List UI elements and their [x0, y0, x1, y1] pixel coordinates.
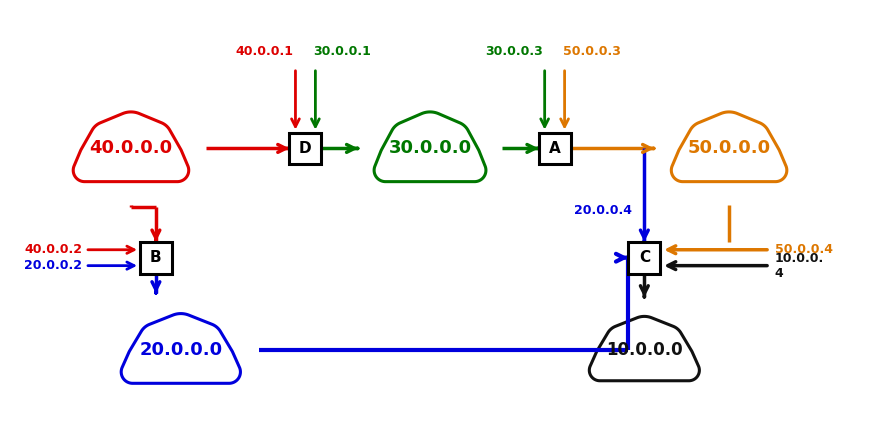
Text: 40.0.0.0: 40.0.0.0	[89, 140, 172, 157]
Text: 20.0.0.4: 20.0.0.4	[574, 204, 633, 217]
Text: 10.0.0.0: 10.0.0.0	[606, 341, 683, 359]
Text: 10.0.0.
4: 10.0.0. 4	[775, 252, 824, 280]
Text: 30.0.0.0: 30.0.0.0	[388, 140, 472, 157]
Text: 30.0.0.1: 30.0.0.1	[314, 45, 371, 58]
Polygon shape	[73, 112, 189, 181]
Text: 20.0.0.0: 20.0.0.0	[139, 341, 222, 359]
Text: 20.0.0.2: 20.0.0.2	[24, 259, 82, 272]
FancyBboxPatch shape	[628, 242, 660, 274]
Text: B: B	[150, 250, 162, 265]
Text: C: C	[639, 250, 650, 265]
Text: 40.0.0.1: 40.0.0.1	[235, 45, 294, 58]
Text: 50.0.0.4: 50.0.0.4	[775, 243, 833, 256]
Polygon shape	[374, 112, 486, 181]
Polygon shape	[121, 313, 240, 383]
FancyBboxPatch shape	[140, 242, 172, 274]
Text: 30.0.0.3: 30.0.0.3	[485, 45, 543, 58]
FancyBboxPatch shape	[538, 132, 571, 164]
Polygon shape	[671, 112, 787, 181]
Text: A: A	[549, 141, 560, 156]
FancyBboxPatch shape	[289, 132, 322, 164]
Polygon shape	[589, 316, 699, 381]
Text: 50.0.0.3: 50.0.0.3	[563, 45, 621, 58]
Text: D: D	[299, 141, 312, 156]
Text: 40.0.0.2: 40.0.0.2	[24, 243, 82, 256]
Text: 50.0.0.0: 50.0.0.0	[688, 140, 771, 157]
